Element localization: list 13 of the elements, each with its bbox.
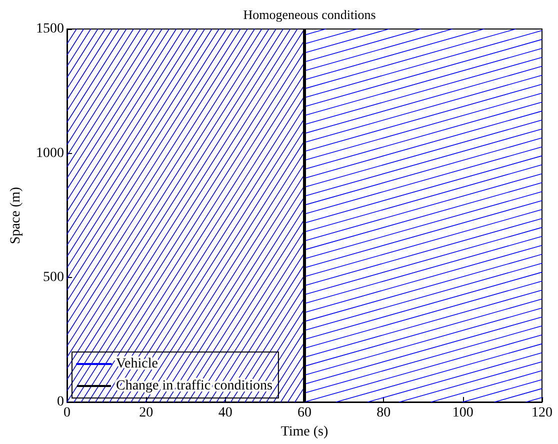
- x-tick-label: 100: [452, 406, 474, 420]
- y-tick-label: 1500: [36, 22, 64, 36]
- x-tick-label: 60: [298, 406, 312, 420]
- x-tick-label: 80: [376, 406, 391, 420]
- x-axis-title: Time (s): [280, 424, 328, 440]
- y-axis-title: Space (m): [8, 186, 24, 244]
- y-tick-label: 500: [43, 270, 64, 286]
- x-tick-label: 120: [532, 406, 552, 420]
- y-tick-label: 0: [57, 394, 64, 410]
- y-tick-label: 1000: [36, 146, 64, 161]
- chart-title: Homogeneous conditions: [243, 7, 376, 22]
- x-tick-label: 20: [139, 406, 154, 420]
- x-tick-label: 40: [218, 406, 232, 420]
